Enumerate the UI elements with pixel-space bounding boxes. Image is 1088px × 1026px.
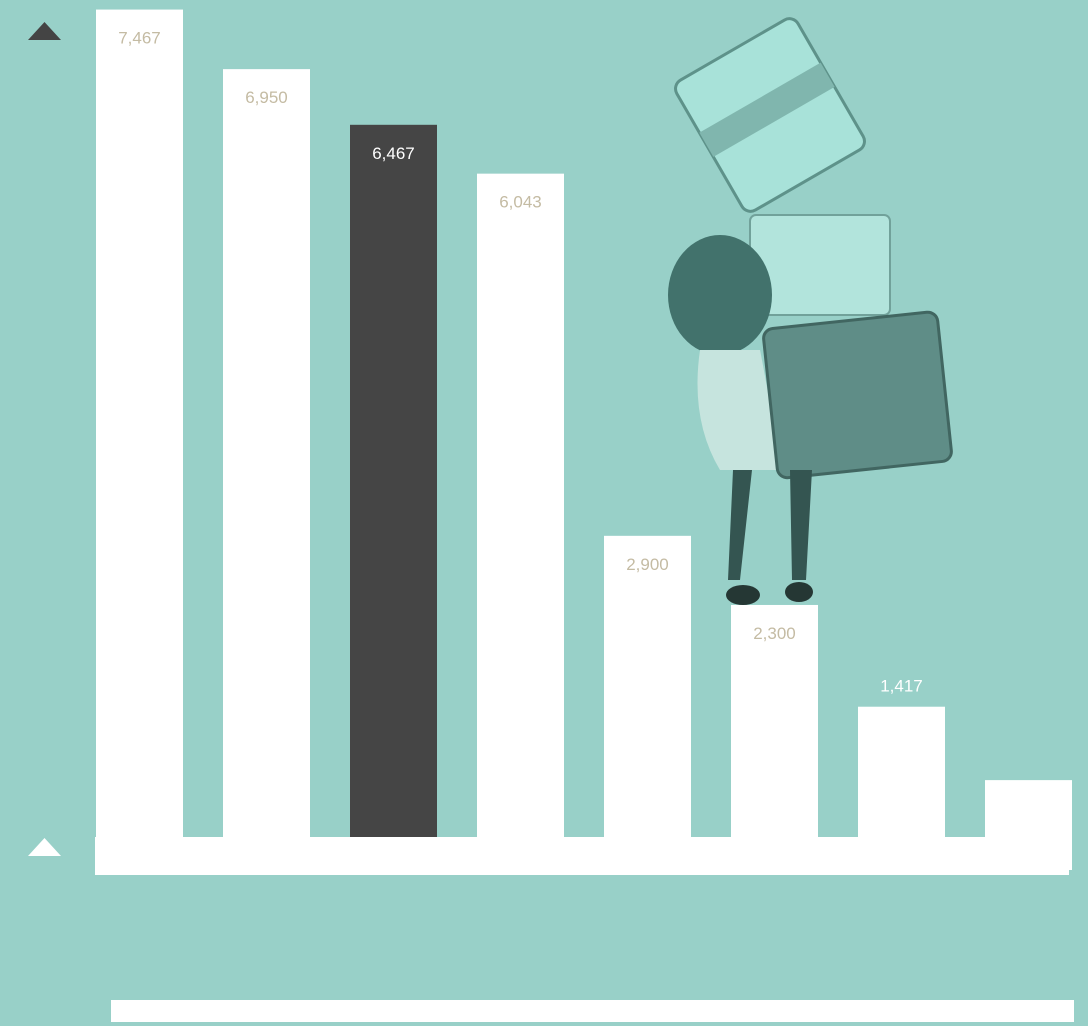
bar [223,69,310,870]
shoe-right [785,582,813,602]
baseline-band [95,837,1069,875]
bar [477,173,564,871]
bar [604,535,691,870]
triangle-up-dark [28,22,61,40]
footer-band [111,1000,1074,1022]
triangle-up-light [28,838,61,856]
value-label: 2,900 [626,555,669,574]
skirt [697,350,780,470]
value-label: 6,043 [499,193,542,212]
bar [731,604,818,870]
value-label: 2,300 [753,624,796,643]
shoe-left [726,585,760,605]
value-label: 7,467 [118,29,161,48]
hatbox [668,235,772,355]
bar [96,9,183,871]
value-label: 1,417 [880,677,923,696]
illustration [668,17,953,605]
legs [728,470,812,580]
bar [350,124,437,871]
value-label: 6,467 [372,144,415,163]
suitcase-stripe [699,62,835,157]
suitcase-bottom [762,310,953,480]
value-label: 6,950 [245,88,288,107]
